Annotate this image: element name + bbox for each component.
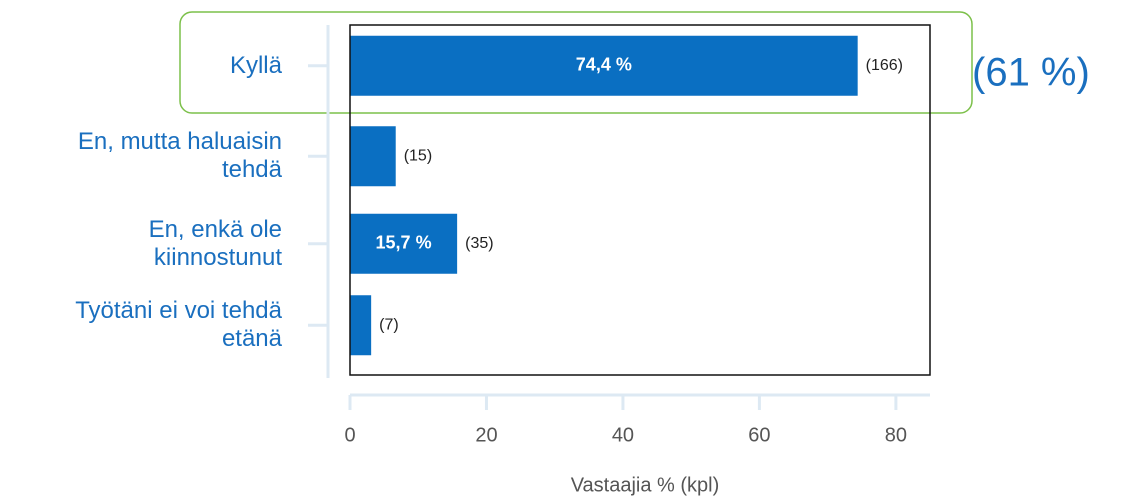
x-tick-label: 60 bbox=[748, 424, 770, 446]
x-tick-label: 40 bbox=[612, 424, 634, 446]
x-tick-label: 80 bbox=[885, 424, 907, 446]
highlight-box bbox=[179, 11, 973, 114]
bar bbox=[350, 126, 396, 187]
bar bbox=[350, 295, 372, 356]
count-label: (15) bbox=[404, 147, 432, 164]
y-tick-label: En, enkä ole kiinnostunut bbox=[148, 215, 282, 271]
annotation: (61 %) bbox=[972, 51, 1090, 95]
bar bbox=[350, 35, 858, 96]
x-axis-label: Vastaajia % (kpl) bbox=[571, 474, 720, 496]
bar bbox=[350, 213, 458, 274]
count-label: (7) bbox=[379, 316, 399, 333]
y-tick-label: Työtäni ei voi tehdä etänä bbox=[75, 297, 282, 353]
x-tick-label: 0 bbox=[344, 424, 355, 446]
y-tick-label: En, mutta haluaisin tehdä bbox=[77, 128, 282, 184]
value-label: 15,7 % bbox=[376, 233, 432, 253]
value-label: 74,4 % bbox=[576, 55, 632, 75]
count-label: (166) bbox=[866, 57, 903, 74]
count-label: (35) bbox=[465, 235, 493, 252]
y-tick-label: Kyllä bbox=[229, 51, 282, 79]
x-tick-label: 20 bbox=[475, 424, 497, 446]
plot-frame bbox=[349, 24, 931, 376]
